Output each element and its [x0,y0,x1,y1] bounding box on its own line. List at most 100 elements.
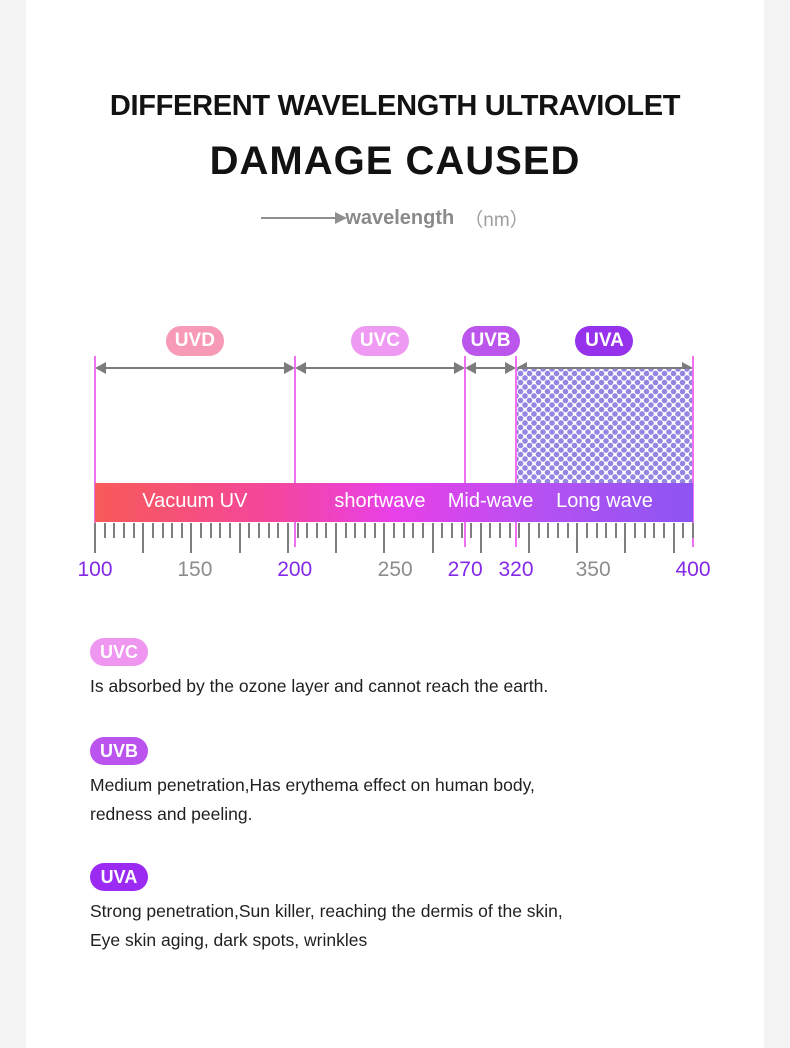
ruler-tick [672,523,675,553]
ruler-tick [412,523,415,538]
ruler-tick [315,523,318,538]
uvd-band-badge: UVD [165,326,224,356]
ruler-tick [180,523,183,538]
ruler-tick [171,523,174,538]
ruler-tick [132,523,135,538]
ruler-tick [605,523,608,538]
boundary-line-100nm [94,356,96,547]
spectrum-gradient-bar [95,483,693,522]
page-title-line1: DIFFERENT WAVELENGTH ULTRAVIOLET [109,90,681,122]
page-title-line2: DAMAGE CAUSED [209,139,581,183]
ruler-tick [344,523,347,538]
ruler-tick [537,523,540,538]
uvc-range-arrow-icon [294,362,466,374]
ruler-tick [94,523,96,553]
wavelength-label: wavelength [345,206,455,229]
ruler-tick [267,523,270,538]
uv-spectrum-diagram: UVD UVC UVB UVA Vacuum UV shortwave Mid-… [77,320,711,610]
ruler-tick [209,523,212,538]
ruler-tick [325,523,328,538]
ruler-tick [421,523,424,538]
axis-number-400: 400 [675,558,711,581]
ruler-tick [402,523,405,538]
bar-label-vacuum-uv: Vacuum UV [142,490,248,512]
ruler-tick [373,523,376,538]
ruler-tick [248,523,251,538]
ruler-tick [277,523,280,538]
ruler-tick [200,523,203,538]
wavelength-axis-header: wavelength （nm） [26,202,764,234]
ruler-tick [489,523,492,538]
ruler-tick [585,523,588,538]
axis-number-150: 150 [177,558,213,581]
ruler-tick [151,523,154,538]
ruler-tick [142,523,145,553]
ruler-tick [556,523,559,538]
axis-number-100: 100 [77,558,113,581]
uvb-range-arrow-icon [465,362,516,374]
ruler-tick [518,523,521,538]
axis-number-350: 350 [575,558,611,581]
uvb-band-badge: UVB [461,326,520,356]
ruler-tick [682,523,685,538]
axis-number-200: 200 [277,558,313,581]
axis-number-320: 320 [498,558,534,581]
uvc-section-badge: UVC [90,638,148,666]
ruler-tick [113,523,116,538]
boundary-line-270nm [464,356,467,547]
uva-description-line1: Strong penetration,Sun killer, reaching … [90,901,563,921]
ruler-tick [692,523,694,538]
ruler-tick [161,523,164,538]
ruler-tick [257,523,260,538]
axis-number-250: 250 [377,558,413,581]
ruler-tick [508,523,511,538]
axis-number-270: 270 [447,558,483,581]
ruler-tick [335,523,338,553]
ruler-tick [624,523,627,553]
ruler-tick [306,523,309,538]
ruler-tick [653,523,656,538]
ruler-tick [499,523,502,538]
ruler-tick [450,523,453,538]
ruler-tick [354,523,357,538]
bar-label-shortwave: shortwave [334,490,426,512]
bar-label-mid-wave: Mid-wave [447,490,534,512]
ruler-tick [566,523,569,538]
uva-band-badge: UVA [575,326,634,356]
ruler-tick [470,523,473,538]
uvb-description-line1: Medium penetration,Has erythema effect o… [90,775,535,795]
ruler-tick [219,523,222,538]
ruler-tick [431,523,434,553]
boundary-line-320nm [514,356,517,547]
ruler-tick [576,523,579,553]
ruler-tick [393,523,395,538]
content-card: DIFFERENT WAVELENGTH ULTRAVIOLET DAMAGE … [26,0,764,1048]
uvd-range-arrow-icon [95,362,295,374]
ruler-tick [238,523,241,553]
ruler-tick [460,523,463,538]
ruler-tick [122,523,125,538]
uva-section-badge: UVA [90,863,148,891]
boundary-line-200nm [293,356,296,547]
ruler-tick [364,523,367,538]
uvb-description-line2: redness and peeling. [90,804,253,824]
right-arrow-icon [261,212,348,224]
uvb-description: Medium penetration,Has erythema effect o… [90,771,710,829]
ruler-tick [547,523,550,538]
boundary-line-400nm [692,356,694,547]
ruler-tick [663,523,666,538]
uvc-description: Is absorbed by the ozone layer and canno… [90,672,710,701]
ruler-tick [528,523,531,553]
ruler-tick [190,523,193,553]
ruler-tick [103,523,106,538]
ruler [94,523,694,555]
ruler-tick [643,523,646,538]
uva-hatched-zone [515,369,693,483]
ruler-tick [634,523,637,538]
uvc-band-badge: UVC [350,326,409,356]
uvb-section-badge: UVB [90,737,148,765]
uva-description-line2: Eye skin aging, dark spots, wrinkles [90,930,368,950]
uvc-description-line1: Is absorbed by the ozone layer and canno… [90,676,549,696]
ruler-tick [383,523,386,553]
